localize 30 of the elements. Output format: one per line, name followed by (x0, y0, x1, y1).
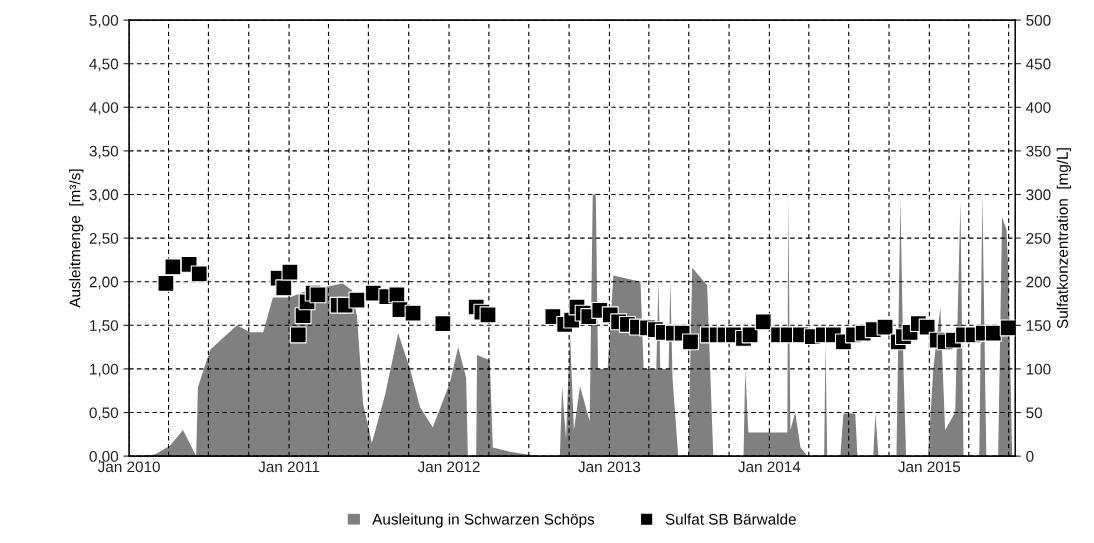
y-tick-label: 1,00 (90, 363, 119, 377)
y2-tick-label: 200 (1026, 276, 1051, 288)
legend-label: Sulfat SB Bärwalde (665, 513, 796, 525)
y-tick-label: 5,00 (89, 14, 119, 28)
x-tick-label: Jan 2012 (417, 461, 480, 473)
y-tick-label: 3,00 (89, 189, 119, 202)
x-tick-label: Jan 2011 (258, 461, 320, 473)
y2-tick-label: 450 (1026, 58, 1051, 70)
y2-tick-label: 350 (1026, 145, 1051, 157)
y-tick-label: 3,50 (89, 145, 119, 159)
y2-tick-label: 0 (1026, 450, 1034, 462)
y2-tick-label: 250 (1026, 232, 1051, 244)
legend-label: Ausleitung in Schwarzen Schöps (372, 513, 595, 528)
y-tick-label: 2,50 (89, 232, 119, 246)
x-tick-label: Jan 2015 (898, 461, 961, 473)
y-tick-label: 1,50 (90, 320, 119, 333)
y-tick-label: 2,00 (89, 276, 119, 290)
y2-tick-label: 150 (1026, 320, 1051, 331)
y-tick-label: 4,50 (89, 58, 119, 72)
y2-tick-label: 50 (1026, 407, 1043, 419)
y-tick-label: 0,50 (89, 407, 119, 421)
y-tick-label: 4,00 (89, 102, 119, 115)
x-tick-label: Jan 2013 (578, 461, 641, 473)
x-tick-label: Jan 2014 (738, 461, 801, 473)
y2-tick-label: 400 (1026, 102, 1051, 113)
y2-tick-label: 500 (1026, 14, 1051, 26)
y2-axis-title: Sulfatkonzentration [mg/L] (1056, 148, 1071, 329)
y-axis-title: Ausleitmenge [m³/s] (69, 169, 84, 308)
y2-tick-label: 300 (1026, 189, 1051, 201)
y2-tick-label: 100 (1026, 363, 1051, 375)
